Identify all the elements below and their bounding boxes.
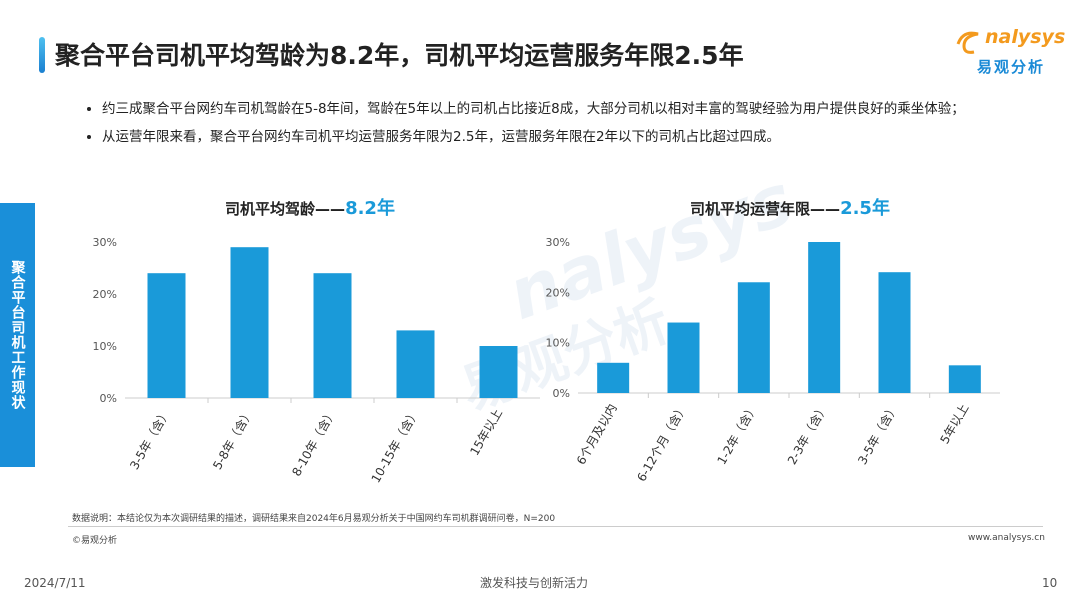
bar — [597, 362, 630, 393]
bar — [948, 365, 981, 393]
site-url: www.analysys.cn — [968, 533, 1045, 543]
divider — [68, 526, 1043, 527]
y-tick-label: 20% — [546, 286, 570, 299]
bar — [737, 282, 770, 393]
x-tick-label: 1-2年（含） — [714, 401, 761, 467]
bar — [313, 273, 352, 398]
bar — [396, 330, 435, 398]
chart-title-text: 司机平均驾龄—— — [225, 200, 345, 218]
x-tick-label: 8-10年（含） — [288, 406, 339, 479]
bullet: 从运营年限来看，聚合平台网约车司机平均运营服务年限为2.5年，运营服务年限在2年… — [102, 126, 1032, 148]
bar — [479, 346, 518, 398]
slogan: 激发科技与创新活力 — [480, 576, 589, 590]
y-tick-label: 30% — [93, 236, 117, 249]
x-tick-label: 6个月及以内 — [574, 402, 620, 468]
x-tick-label: 10-15年（含） — [368, 406, 422, 485]
y-tick-label: 10% — [546, 337, 570, 350]
x-tick-label: 3-5年（含） — [854, 401, 901, 467]
bullet-list: 约三成聚合平台网约车司机驾龄在5-8年间，驾龄在5年以上的司机占比接近8成，大部… — [80, 98, 1032, 154]
chart-title: 司机平均驾龄——8.2年 — [225, 197, 395, 219]
bar — [147, 273, 186, 398]
page-number: 10 — [1042, 576, 1058, 590]
logo-cn: 易观分析 — [977, 58, 1046, 76]
data-note: 数据说明：本结论仅为本次调研结果的描述，调研结果来自2024年6月易观分析关于中… — [72, 514, 556, 524]
x-tick-label: 6-12个月（含） — [633, 401, 690, 484]
y-tick-label: 30% — [546, 236, 570, 249]
bar — [667, 322, 700, 393]
bullet: 约三成聚合平台网约车司机驾龄在5-8年间，驾龄在5年以上的司机占比接近8成，大部… — [102, 98, 1032, 120]
y-tick-label: 10% — [93, 340, 117, 353]
copyright: ©易观分析 — [72, 536, 118, 546]
chart-title-highlight: 8.2年 — [345, 197, 395, 219]
x-tick-label: 2-3年（含） — [784, 401, 831, 467]
y-tick-label: 0% — [100, 392, 117, 405]
chart-title: 司机平均运营年限——2.5年 — [690, 197, 890, 219]
bar — [808, 242, 841, 393]
title-accent — [39, 37, 45, 73]
sidebar-label: 聚合平台司机工作现状 — [0, 203, 35, 467]
slide-title: 聚合平台司机平均驾龄为8.2年，司机平均运营服务年限2.5年 — [55, 41, 744, 70]
logo-text: nalysys — [985, 26, 1066, 48]
date: 2024/7/11 — [24, 576, 86, 590]
y-tick-label: 0% — [553, 387, 570, 400]
chart-title-text: 司机平均运营年限—— — [690, 200, 840, 218]
bar — [878, 272, 911, 393]
x-tick-label: 3-5年（含） — [126, 406, 173, 472]
x-tick-label: 5年以上 — [937, 402, 971, 447]
y-tick-label: 20% — [93, 288, 117, 301]
x-tick-label: 5-8年（含） — [209, 406, 256, 472]
bar — [230, 247, 269, 398]
logo-swoosh — [956, 31, 979, 54]
chart-title-highlight: 2.5年 — [840, 197, 890, 219]
